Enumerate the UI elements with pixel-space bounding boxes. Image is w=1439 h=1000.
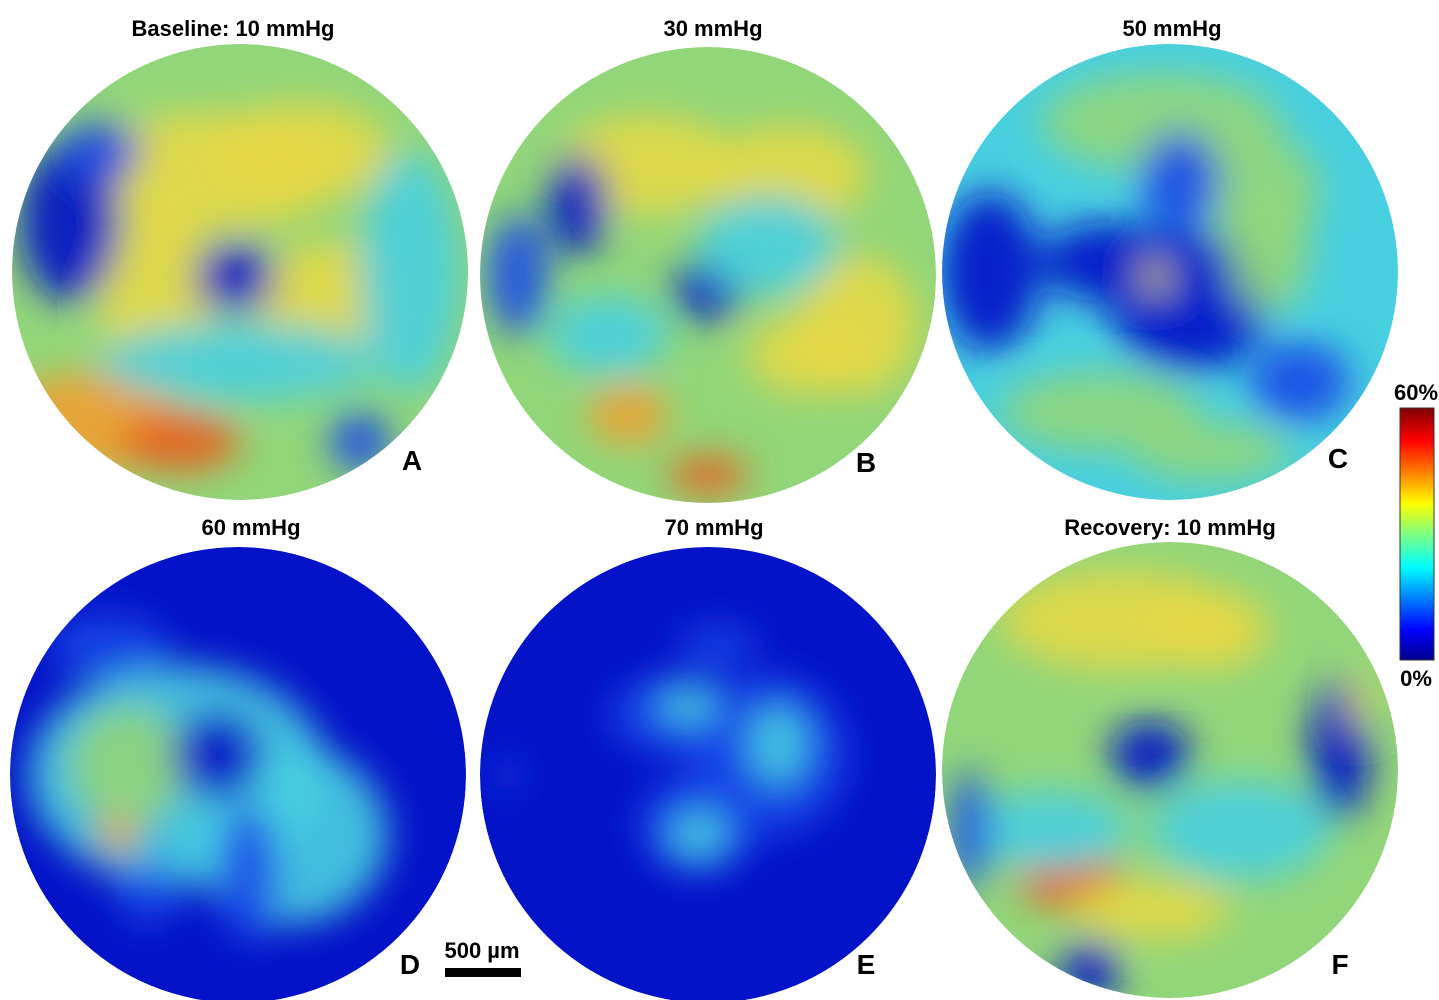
heatmap-blob: [548, 155, 608, 255]
heatmap-blob: [330, 412, 390, 472]
heatmap-blob: [548, 295, 668, 375]
panel-letter: A: [402, 445, 422, 476]
heatmap-blob: [195, 242, 275, 312]
heatmap-blob: [698, 195, 838, 295]
panel-title: Baseline: 10 mmHg: [132, 16, 335, 41]
heatmap-blob: [668, 810, 728, 860]
heatmap-blob: [1250, 342, 1350, 422]
heatmap-blob: [1140, 132, 1220, 232]
panel-letter: B: [856, 447, 876, 478]
panel-letter: D: [400, 949, 420, 980]
scale-bar: [445, 968, 521, 977]
panel-image: [940, 44, 1398, 500]
heatmap-blob: [48, 615, 168, 675]
panel-letter: F: [1331, 949, 1348, 980]
heatmap-blob: [658, 685, 718, 725]
heatmap-blob: [210, 102, 390, 202]
heatmap-blob: [970, 790, 1130, 870]
panels: Baseline: 10 mmHg A 30 mmHg B 50 mmHg C 60 mmH…: [0, 16, 1398, 1000]
heatmap-blob: [60, 122, 140, 182]
heatmap-blob: [120, 412, 240, 472]
heatmap-blob: [488, 215, 548, 335]
heatmap-blob: [1060, 940, 1120, 1000]
panel-title: 60 mmHg: [201, 515, 300, 540]
heatmap-blob: [668, 455, 748, 495]
colorbar-min: 0%: [1400, 666, 1432, 691]
panel-letter: C: [1328, 443, 1348, 474]
heatmap-blob: [173, 710, 263, 800]
heatmap-blob: [678, 625, 758, 665]
panel-image: [480, 47, 936, 503]
panel-title: 70 mmHg: [664, 515, 763, 540]
panel-image: [0, 44, 468, 500]
heatmap-blob: [1110, 720, 1190, 790]
heatmap-blob: [1350, 670, 1370, 730]
panel-title: 50 mmHg: [1122, 16, 1221, 41]
panel-image: [480, 547, 936, 1000]
heatmap-blob: [748, 705, 808, 785]
panel-letter: E: [857, 949, 876, 980]
heatmap-blob: [940, 192, 1040, 352]
colorbar-max: 60%: [1394, 380, 1438, 405]
heatmap-blob: [100, 322, 380, 402]
heatmap-blob: [68, 705, 188, 825]
panel-title: Recovery: 10 mmHg: [1064, 515, 1276, 540]
heatmap-blob: [1150, 780, 1330, 880]
panel-title: 30 mmHg: [663, 16, 762, 41]
heatmap-blob: [1150, 590, 1270, 670]
heatmap-blob: [1130, 422, 1290, 482]
heatmap-blob: [588, 385, 668, 445]
scale-bar-label: 500 µm: [444, 938, 519, 963]
heatmap-blob: [98, 815, 138, 855]
heatmap-blob: [118, 865, 178, 925]
heatmap-blob: [498, 755, 518, 795]
figure: Baseline: 10 mmHg A 30 mmHg B 50 mmHg C 60 mmH…: [0, 0, 1439, 1000]
panel-image: [942, 542, 1398, 1000]
panel-image: [10, 547, 466, 1000]
heatmap-blob: [1140, 262, 1170, 292]
heatmap-blob: [1230, 192, 1310, 312]
colorbar: [1400, 408, 1434, 660]
heatmap-blob: [748, 315, 868, 395]
heatmap-blob: [950, 770, 990, 890]
heatmap-blob: [1070, 880, 1230, 940]
heatmap-blob: [218, 805, 278, 945]
